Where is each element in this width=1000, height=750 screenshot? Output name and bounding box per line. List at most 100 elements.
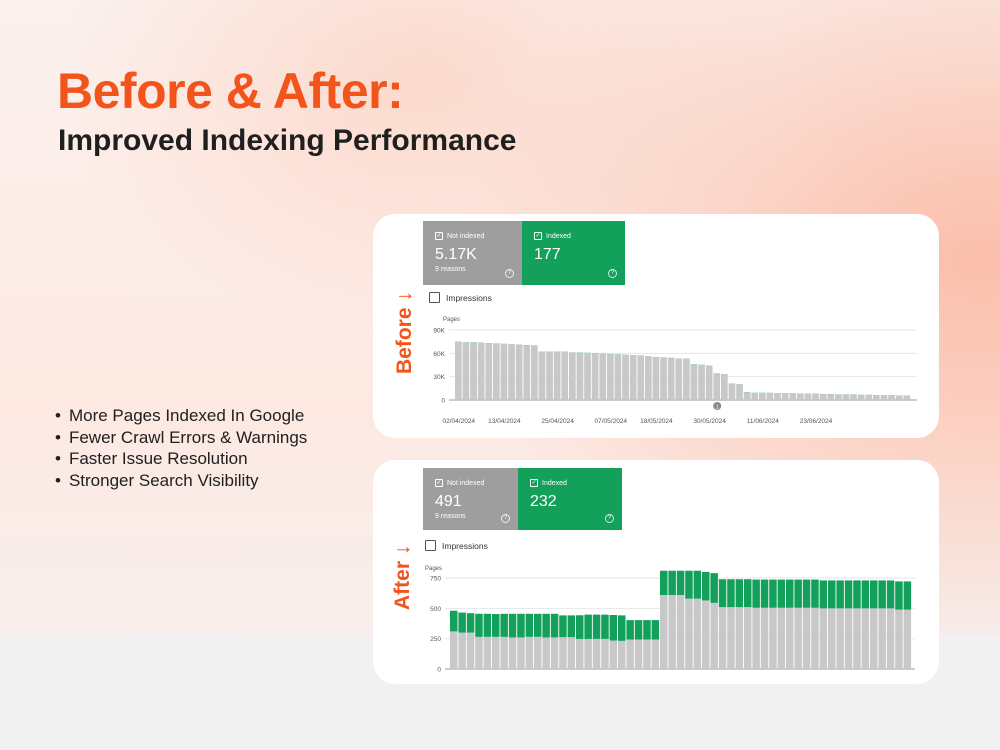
bar <box>710 573 718 603</box>
bar <box>626 639 634 669</box>
bar <box>751 393 759 400</box>
bar <box>827 394 835 400</box>
bar <box>534 636 542 669</box>
bar <box>462 342 470 400</box>
bar <box>534 613 542 637</box>
not-indexed-tile[interactable]: ✓ Not indexed 491 9 reasons ? <box>423 468 518 530</box>
bar <box>609 615 618 641</box>
bar <box>880 395 888 400</box>
bar <box>477 342 485 400</box>
bar <box>483 613 492 637</box>
bar <box>735 579 744 608</box>
bar <box>584 638 592 669</box>
bar <box>804 393 812 400</box>
bar <box>508 637 517 669</box>
bar <box>857 394 865 400</box>
not-indexed-tile[interactable]: ✓ Not indexed 5.17K 9 reasons ? <box>423 221 522 285</box>
bar <box>781 393 789 400</box>
bar <box>760 607 769 669</box>
bar <box>567 615 576 638</box>
help-icon[interactable]: ? <box>608 269 617 278</box>
bar <box>693 598 702 669</box>
tile-label: Indexed <box>542 479 567 487</box>
impressions-toggle[interactable]: Impressions <box>429 292 492 303</box>
bar <box>450 631 458 669</box>
bar <box>508 344 515 400</box>
x-tick-label: 30/05/2024 <box>693 418 726 425</box>
bar <box>643 620 651 640</box>
impressions-toggle[interactable]: Impressions <box>425 540 488 551</box>
bar <box>698 365 705 400</box>
bar <box>470 342 477 400</box>
help-icon[interactable]: ? <box>501 514 510 523</box>
bar <box>660 594 668 669</box>
bar <box>794 607 802 669</box>
indexed-tile[interactable]: ✓ Indexed 177 ? <box>522 221 625 285</box>
indexed-tile[interactable]: ✓ Indexed 232 ? <box>518 468 622 530</box>
bar <box>483 636 492 669</box>
impressions-label: Impressions <box>446 292 492 303</box>
bar <box>517 613 525 638</box>
bar <box>878 608 886 669</box>
bar <box>492 636 500 669</box>
bar <box>685 570 693 599</box>
bar <box>769 579 777 608</box>
bar <box>828 580 836 609</box>
tile-label: Indexed <box>546 232 571 240</box>
bar <box>819 394 827 400</box>
bar <box>903 581 912 610</box>
bar <box>693 570 702 599</box>
bar <box>811 607 819 669</box>
bar <box>576 352 584 400</box>
bar <box>458 632 466 669</box>
bar <box>500 344 508 400</box>
bar <box>592 614 601 639</box>
bar <box>508 613 517 638</box>
bar <box>844 608 853 669</box>
bar <box>618 640 626 669</box>
bar <box>676 594 685 669</box>
bar <box>559 615 567 638</box>
bar <box>660 570 668 595</box>
bar <box>705 365 713 400</box>
indexed-count: 177 <box>534 246 561 263</box>
not-indexed-count: 5.17K <box>435 246 477 263</box>
bar <box>553 351 561 400</box>
annotation-label: 1 <box>716 404 719 410</box>
help-icon[interactable]: ? <box>505 269 514 278</box>
bar <box>675 358 683 400</box>
bar <box>903 609 912 669</box>
bar <box>546 351 553 400</box>
bar <box>618 615 626 641</box>
bar <box>766 393 774 400</box>
bar <box>493 343 500 400</box>
bar <box>828 608 836 669</box>
help-icon[interactable]: ? <box>605 514 614 523</box>
bar <box>607 354 614 400</box>
x-tick-label: 25/04/2024 <box>541 418 574 425</box>
annotation-marker <box>713 402 722 410</box>
bar <box>786 579 794 608</box>
bar <box>802 607 811 669</box>
y-axis-label: Pages <box>443 317 460 323</box>
bar <box>865 394 873 400</box>
bar <box>759 393 766 400</box>
bar <box>559 637 567 669</box>
y-tick-label: 0 <box>441 398 445 405</box>
bar <box>710 602 718 669</box>
x-tick-label: 13/04/2024 <box>488 418 521 425</box>
bar <box>850 394 857 400</box>
bar <box>777 579 786 608</box>
bar <box>531 345 538 400</box>
bar <box>744 579 752 608</box>
bar <box>685 598 693 669</box>
page-subtitle: Improved Indexing Performance <box>58 124 517 157</box>
bar <box>500 636 508 669</box>
bar <box>651 620 660 640</box>
bar <box>721 374 728 400</box>
bar <box>614 354 622 400</box>
bar <box>584 614 592 639</box>
bar <box>895 609 903 669</box>
bar <box>752 607 760 669</box>
y-tick-label: 90K <box>433 328 445 335</box>
